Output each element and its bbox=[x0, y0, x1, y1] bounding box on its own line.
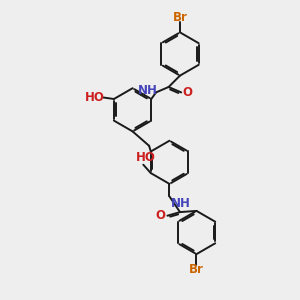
Text: O: O bbox=[156, 209, 166, 222]
Text: O: O bbox=[183, 86, 193, 99]
Text: HO: HO bbox=[136, 151, 155, 164]
Text: Br: Br bbox=[189, 263, 204, 276]
Text: NH: NH bbox=[138, 84, 158, 98]
Text: NH: NH bbox=[171, 196, 191, 210]
Text: Br: Br bbox=[172, 11, 188, 24]
Text: HO: HO bbox=[85, 91, 105, 104]
